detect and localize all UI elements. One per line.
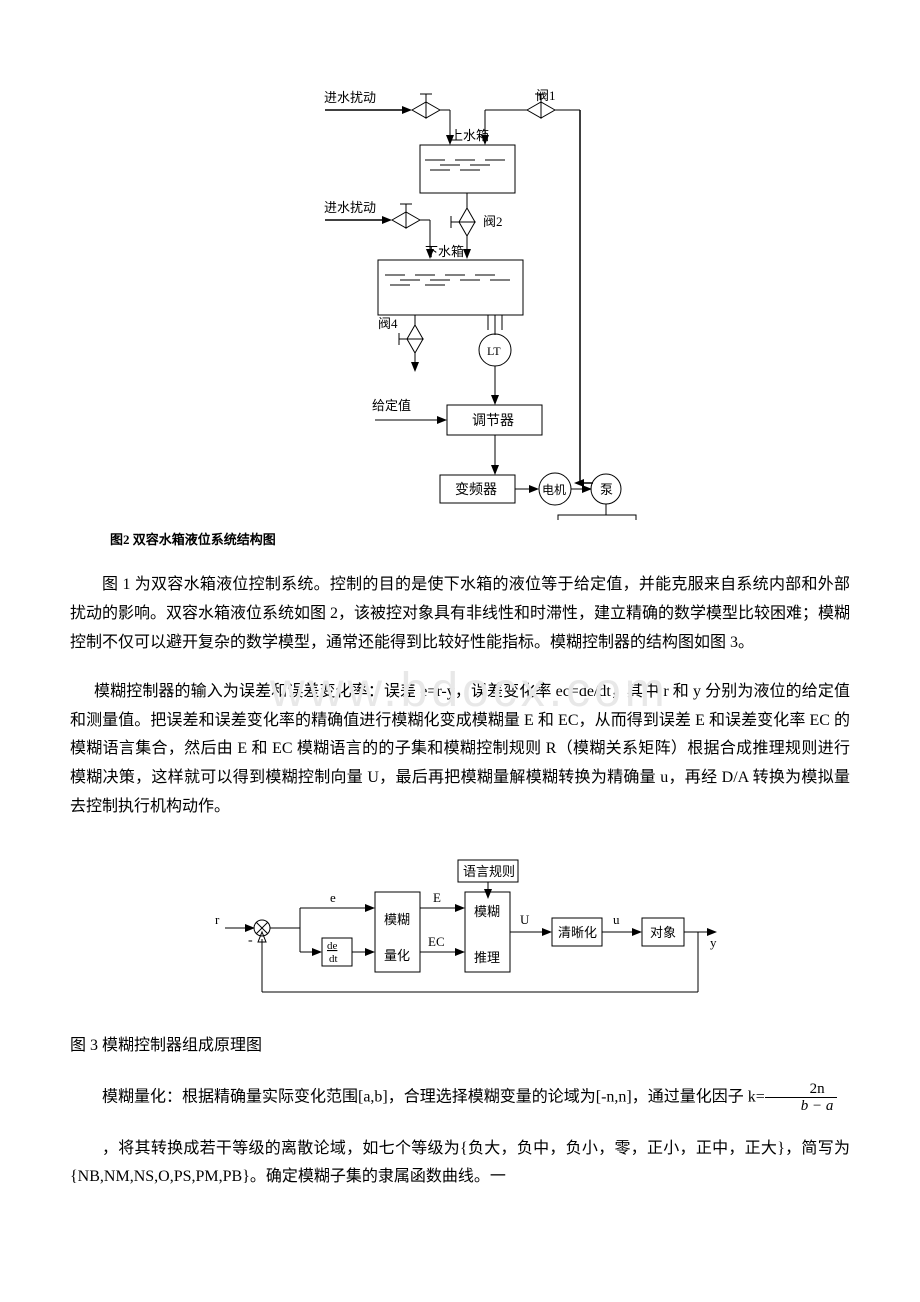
label-inflow-disturb-mid: 进水扰动	[324, 200, 376, 215]
label-r: r	[215, 912, 220, 927]
frac-num: 2n	[765, 1081, 838, 1099]
label-inflow-disturb-top: 进水扰动	[324, 90, 376, 105]
label-vfd: 变频器	[455, 482, 497, 498]
diagram-fuzzy-controller: r e de dt 模糊 量化 E EC 语言规则	[70, 852, 850, 1002]
label-E: E	[433, 890, 441, 905]
frac-den: b − a	[765, 1098, 838, 1115]
label-e: e	[330, 890, 336, 905]
label-u: u	[613, 912, 620, 927]
minus-sign: -	[248, 933, 253, 948]
label-U: U	[520, 912, 530, 927]
diagram-two-tank-system: 进水扰动 阀1 上水箱 阀2	[70, 80, 850, 551]
label-fuzzy: 模糊	[384, 912, 410, 927]
label-motor: 电机	[542, 483, 566, 497]
label-lt: LT	[487, 344, 501, 358]
fraction-k: 2nb − a	[765, 1081, 838, 1115]
paragraph-3-prefix: 模糊量化：根据精确量实际变化范围[a,b]，合理选择模糊变量的论域为[-n,n]…	[102, 1088, 765, 1105]
label-lower-tank: 下水箱	[425, 244, 464, 259]
label-valve1: 阀1	[536, 88, 556, 103]
label-defuzz: 清晰化	[558, 925, 597, 940]
caption-figure-2: 图2 双容水箱液位系统结构图	[110, 528, 850, 551]
paragraph-3: 模糊量化：根据精确量实际变化范围[a,b]，合理选择模糊变量的论域为[-n,n]…	[70, 1081, 850, 1115]
label-plant: 对象	[650, 925, 676, 940]
caption-figure-3: 图 3 模糊控制器组成原理图	[70, 1032, 850, 1061]
label-dedt-num: de	[327, 940, 338, 952]
paragraph-1: 图 1 为双容水箱液位控制系统。控制的目的是使下水箱的液位等于给定值，并能克服来…	[70, 571, 850, 657]
label-inference: 推理	[474, 950, 500, 965]
paragraph-2: 模糊控制器的输入为误差和误差变化率：误差 e=r-y，误差变化率 ec=de/d…	[70, 678, 850, 822]
label-rules: 语言规则	[463, 864, 515, 879]
label-valve2: 阀2	[483, 214, 503, 229]
label-quantize: 量化	[384, 948, 410, 963]
label-regulator: 调节器	[472, 413, 514, 429]
label-upper-tank: 上水箱	[450, 128, 489, 143]
label-fuzzy2: 模糊	[474, 904, 500, 919]
paragraph-4: ，将其转换成若干等级的离散论域，如七个等级为{负大，负中，负小，零，正小，正中，…	[70, 1135, 850, 1193]
label-dedt-den: dt	[329, 953, 338, 965]
label-pump: 泵	[600, 482, 613, 497]
label-EC: EC	[428, 934, 445, 949]
label-valve4: 阀4	[378, 316, 398, 331]
label-setpoint: 给定值	[372, 398, 411, 413]
label-y: y	[710, 935, 717, 950]
